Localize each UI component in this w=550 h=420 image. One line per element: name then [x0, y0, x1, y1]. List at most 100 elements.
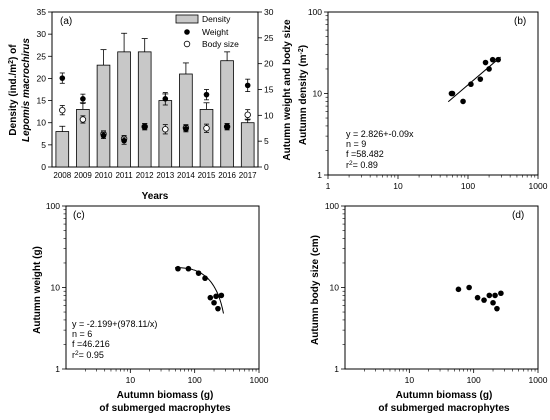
panel-a-left-tick-label: 15 [37, 96, 47, 106]
bodysize-point [244, 111, 251, 119]
y-tick-label: 1 [334, 364, 339, 374]
panel-a-right-tick-label: 25 [264, 33, 274, 43]
data-point [474, 294, 481, 301]
panel-b-stats: y = 2.826+-0.09x n = 9 f =58.482 r2= 0.8… [346, 129, 414, 170]
data-point [486, 292, 493, 299]
weight-point [183, 125, 189, 132]
panel-a: (a) 0 5 10 15 20 25 30 35 0 5 10 15 20 25 30 2008 2009… [8, 7, 294, 202]
panel-d-frame [344, 205, 539, 370]
x-tick-label: 1 [326, 181, 331, 191]
x-tick-label: 1000 [250, 375, 269, 385]
panel-c-equation: y = -2.199+(978.11/x) [72, 319, 157, 329]
weight-point [203, 91, 210, 98]
panel-b-ylabel: Autumn density (m-2) [298, 45, 310, 145]
data-point [489, 56, 496, 63]
panel-a-left-tick-label: 5 [41, 140, 46, 150]
panel-a-ylabel-species: Lepomis macrochirus [21, 38, 32, 142]
panel-b-equation: y = 2.826+-0.09x [346, 129, 414, 139]
panel-a-y2label: Autumn weight and body size [282, 19, 293, 161]
panel-b-r2: r2= 0.89 [346, 160, 378, 171]
panel-c-ylabel: Autumn weight (g) [32, 246, 43, 334]
panel-a-right-tick-label: 0 [264, 162, 269, 172]
legend-bodysize-marker [183, 40, 191, 48]
data-point [482, 59, 489, 66]
panel-b-f: f =58.482 [346, 149, 384, 159]
panel-a-xlabel: Years [142, 191, 169, 202]
panel-d-xlabel-line2: of submerged macrophytes [378, 403, 510, 414]
legend-weight-marker [184, 29, 190, 35]
data-point [215, 305, 221, 312]
weight-point [244, 82, 251, 89]
data-point [195, 270, 202, 276]
x-tick-label: 100 [467, 375, 481, 385]
y-tick-label: 100 [325, 201, 339, 211]
panel-a-label: (a) [60, 16, 72, 27]
panel-c-stats: y = -2.199+(978.11/x) n = 6 f =46.216 r2… [72, 319, 157, 360]
panel-b-label: (b) [514, 16, 526, 27]
x-tick-label: 10 [405, 375, 415, 385]
panel-a-right-tick-label: 30 [264, 7, 274, 17]
y-tick-label: 100 [308, 7, 322, 17]
panel-a-x-tick-label: 2017 [239, 171, 257, 180]
data-point [492, 292, 498, 299]
data-point [495, 56, 501, 63]
x-tick-label: 100 [188, 375, 202, 385]
legend-density-label: Density [202, 14, 231, 24]
panel-a-x-tick-label: 2016 [218, 171, 236, 180]
bodysize-point [59, 106, 66, 114]
data-point [490, 299, 496, 306]
panel-a-right-tick-label: 15 [264, 85, 274, 95]
bodysize-point [162, 126, 169, 133]
legend-bodysize-label: Body size [202, 39, 239, 49]
data-point [494, 305, 500, 312]
fit-line [447, 56, 501, 103]
y-tick-label: 100 [46, 201, 60, 211]
panel-b-n: n = 9 [346, 139, 366, 149]
panel-d-ylabel: Autumn body size (cm) [310, 235, 321, 345]
data-point [175, 265, 181, 272]
data-point [455, 286, 462, 293]
panel-a-legend: Density Weight Body size [175, 14, 239, 49]
density-bar [96, 64, 111, 168]
weight-point [162, 96, 169, 102]
panel-a-x-tick-label: 2014 [177, 171, 195, 180]
bodysize-point [203, 125, 210, 132]
legend-density-swatch [175, 14, 199, 24]
weight-point [80, 96, 86, 102]
density-bar [220, 60, 234, 168]
density-bar [137, 51, 152, 168]
panel-a-x-tick-label: 2009 [74, 171, 92, 180]
panel-c-xlabel-line2: of submerged macrophytes [99, 403, 231, 414]
panel-c-xlabel-line1: Autumn biomass (g) [117, 390, 214, 401]
panel-a-left-tick-label: 20 [37, 73, 47, 83]
panel-a-ylabel: Density (ind./m2) of [8, 44, 20, 136]
weight-point [141, 123, 148, 130]
panel-a-left-tick-label: 25 [37, 51, 47, 61]
data-point [211, 299, 217, 306]
density-bar [55, 131, 70, 168]
panel-a-right-tick-label: 5 [264, 136, 269, 146]
data-point [477, 76, 484, 82]
panel-d: (d) 10 100 1000 1 10 100 Autumn body size (cm… [310, 201, 548, 414]
panel-a-x-tick-label: 2010 [95, 171, 113, 180]
panel-c: (c) 10 100 1000 1 10 100 y = -2.199+(978.11/x… [32, 201, 269, 414]
density-bar [117, 51, 131, 168]
y-tick-label: 10 [330, 283, 340, 293]
x-tick-label: 1000 [529, 375, 548, 385]
panel-c-f: f =46.216 [72, 339, 110, 349]
panel-a-x-tick-label: 2008 [53, 171, 71, 180]
y-tick-label: 1 [55, 364, 60, 374]
panel-a-x-tick-label: 2013 [156, 171, 174, 180]
panel-c-r2: r2= 0.95 [72, 350, 104, 361]
panel-b: (b) 1 10 100 1000 1 10 100 y = 2.826+-0.09x n … [298, 7, 548, 191]
panel-a-left-tick-label: 0 [41, 162, 46, 172]
x-tick-label: 10 [393, 181, 403, 191]
panel-a-left-tick-label: 30 [37, 29, 47, 39]
y-tick-label: 10 [313, 89, 323, 99]
panel-a-left-tick-label: 10 [37, 118, 47, 128]
data-point [185, 265, 192, 272]
panel-d-xlabel-line1: Autumn biomass (g) [396, 390, 493, 401]
x-tick-label: 1000 [529, 181, 548, 191]
weight-point [59, 75, 66, 81]
data-point [466, 284, 472, 291]
